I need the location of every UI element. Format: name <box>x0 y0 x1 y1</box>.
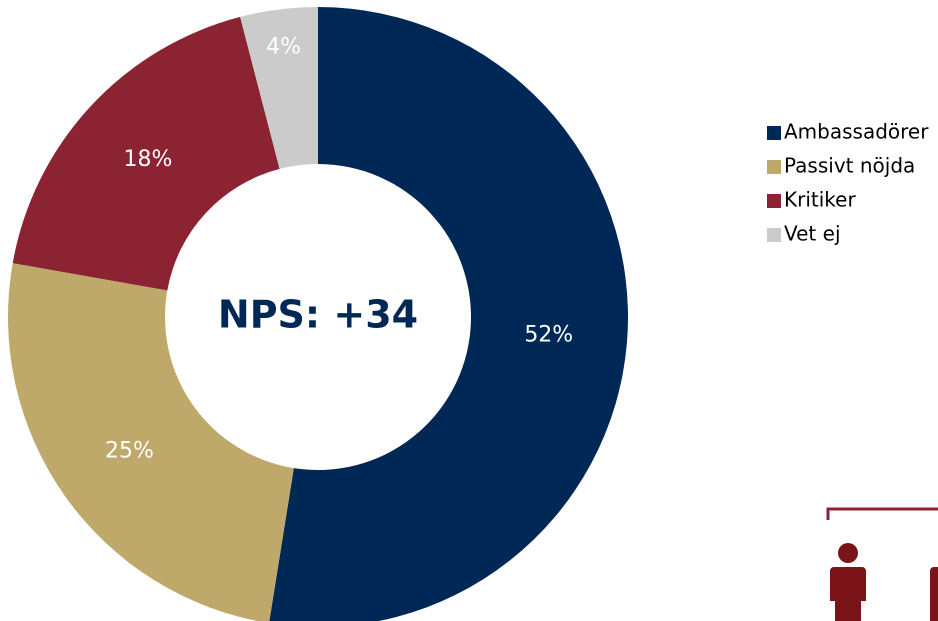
data-label: 52% <box>524 322 573 347</box>
center-label: NPS: +34 <box>218 293 418 337</box>
legend-swatch <box>767 160 781 174</box>
legend-swatch <box>767 228 781 242</box>
donut: 52% 25% 18% 4% <box>8 7 628 621</box>
donut-segment <box>240 7 318 169</box>
bracket <box>826 507 938 520</box>
legend: Ambassadörer Passivt nöjda Kritiker Vet ej <box>767 120 929 246</box>
donut-segment <box>12 16 280 291</box>
data-label: 4% <box>266 35 301 60</box>
donut-segment <box>269 7 628 621</box>
legend-label: Passivt nöjda <box>784 154 915 178</box>
legend-label: Kritiker <box>784 188 856 212</box>
data-label: 25% <box>105 438 154 463</box>
legend-label: Ambassadörer <box>784 120 929 144</box>
legend-swatch <box>767 126 781 140</box>
donut-segment <box>8 263 294 621</box>
person-icon <box>830 543 866 621</box>
data-label: 18% <box>123 147 172 172</box>
person-icon <box>930 567 938 621</box>
legend-label: Vet ej <box>784 222 841 246</box>
legend-swatch <box>767 194 781 208</box>
